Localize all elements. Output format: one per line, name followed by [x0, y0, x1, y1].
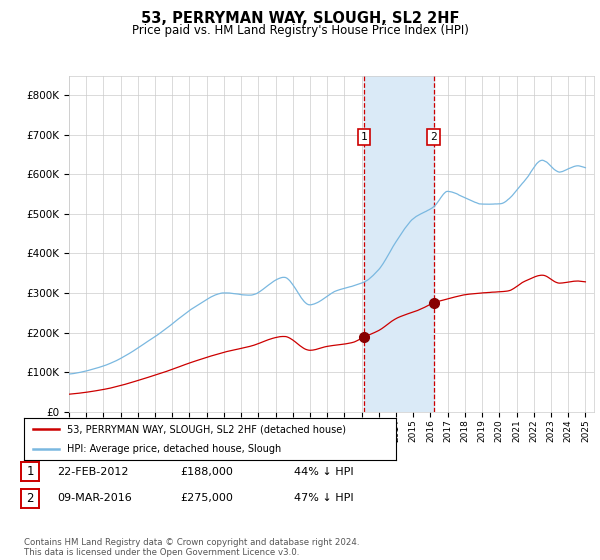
Text: £188,000: £188,000	[180, 466, 233, 477]
Text: Price paid vs. HM Land Registry's House Price Index (HPI): Price paid vs. HM Land Registry's House …	[131, 24, 469, 37]
Text: 53, PERRYMAN WAY, SLOUGH, SL2 2HF: 53, PERRYMAN WAY, SLOUGH, SL2 2HF	[141, 11, 459, 26]
Text: 44% ↓ HPI: 44% ↓ HPI	[294, 466, 353, 477]
Bar	[364, 76, 434, 412]
Text: HPI: Average price, detached house, Slough: HPI: Average price, detached house, Slou…	[67, 445, 281, 454]
Text: 47% ↓ HPI: 47% ↓ HPI	[294, 493, 353, 503]
Text: 09-MAR-2016: 09-MAR-2016	[57, 493, 132, 503]
Text: 1: 1	[26, 465, 34, 478]
Text: Contains HM Land Registry data © Crown copyright and database right 2024.
This d: Contains HM Land Registry data © Crown c…	[24, 538, 359, 557]
Text: £275,000: £275,000	[180, 493, 233, 503]
Text: 2: 2	[430, 132, 437, 142]
Text: 1: 1	[361, 132, 367, 142]
Text: 22-FEB-2012: 22-FEB-2012	[57, 466, 128, 477]
Text: 53, PERRYMAN WAY, SLOUGH, SL2 2HF (detached house): 53, PERRYMAN WAY, SLOUGH, SL2 2HF (detac…	[67, 424, 346, 434]
Text: 2: 2	[26, 492, 34, 505]
